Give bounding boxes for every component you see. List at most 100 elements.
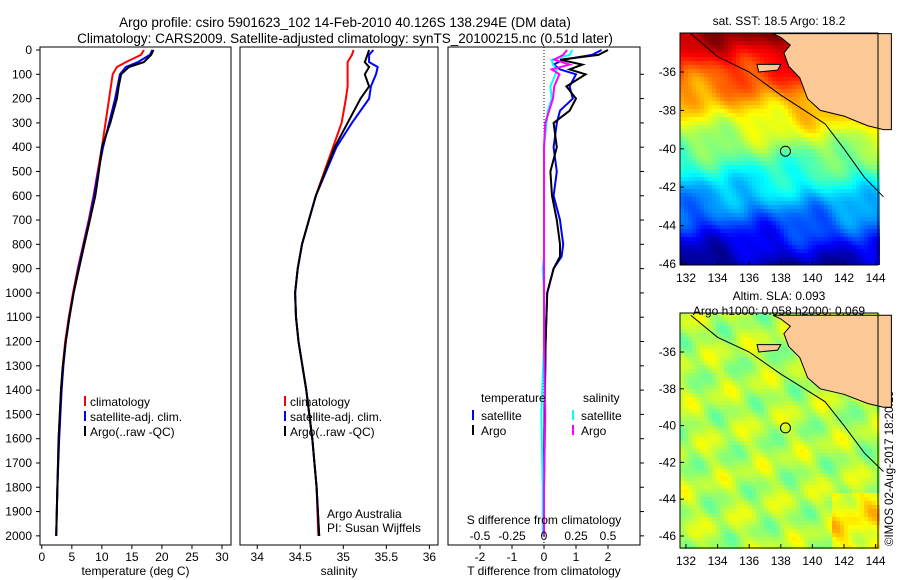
map-cell <box>744 341 748 345</box>
legend-swatch <box>284 396 286 406</box>
map-cell <box>840 117 844 121</box>
map-cell <box>828 177 832 181</box>
map-cell <box>868 193 872 197</box>
map-cell <box>728 165 732 169</box>
map-cell <box>768 97 772 101</box>
map-cell <box>696 381 700 385</box>
map-cell <box>776 537 780 541</box>
map-cell <box>776 45 780 49</box>
map-cell <box>712 153 716 157</box>
map-cell <box>764 89 768 93</box>
map-cell <box>732 237 736 241</box>
map-cell <box>832 253 836 257</box>
map-cell <box>740 493 744 497</box>
map-cell <box>752 93 756 97</box>
map-cell <box>808 129 812 133</box>
map-cell <box>724 345 728 349</box>
map-cell <box>764 525 768 529</box>
y-tick-label: 1900 <box>5 505 32 519</box>
map-cell <box>728 317 732 321</box>
map-cell <box>804 445 808 449</box>
map-cell <box>776 141 780 145</box>
map-cell <box>776 201 780 205</box>
map-cell <box>800 177 804 181</box>
y-tick-label: 200 <box>12 92 32 106</box>
map-cell <box>792 417 796 421</box>
map-cell <box>704 377 708 381</box>
map-cell <box>812 249 816 253</box>
map-cell <box>848 161 852 165</box>
map-cell <box>788 113 792 117</box>
map-cell <box>796 409 800 413</box>
map-cell <box>692 233 696 237</box>
map-cell <box>816 181 820 185</box>
map-cell <box>800 169 804 173</box>
map-cell <box>864 129 868 133</box>
map-cell <box>684 425 688 429</box>
map-cell <box>756 485 760 489</box>
map-cell <box>824 217 828 221</box>
map-cell <box>808 237 812 241</box>
map-cell <box>732 65 736 69</box>
map-cell <box>680 341 684 345</box>
map-y-tick-label: -42 <box>659 180 677 194</box>
map-cell <box>724 77 728 81</box>
map-cell <box>724 85 728 89</box>
map-cell <box>800 473 804 477</box>
map-cell <box>704 157 708 161</box>
map-cell <box>772 185 776 189</box>
map-cell <box>768 217 772 221</box>
map-cell <box>716 497 720 501</box>
map-cell <box>692 389 696 393</box>
map-cell <box>764 157 768 161</box>
map-cell <box>784 517 788 521</box>
sst-map: 132 134 136 138 140 142 144-36-38-40-42-44-46s… <box>659 14 892 285</box>
map-cell <box>688 381 692 385</box>
map-cell <box>772 469 776 473</box>
map-cell <box>860 201 864 205</box>
map-cell <box>736 321 740 325</box>
s-tick-label: -0.25 <box>498 529 526 543</box>
map-cell <box>696 345 700 349</box>
map-cell <box>732 433 736 437</box>
map-cell <box>708 157 712 161</box>
map-cell <box>704 537 708 541</box>
map-y-tick-label: -40 <box>659 142 677 156</box>
map-cell <box>784 521 788 525</box>
map-cell <box>688 69 692 73</box>
map-cell <box>728 45 732 49</box>
map-cell <box>768 33 772 37</box>
map-cell <box>728 89 732 93</box>
map-cell <box>872 129 876 133</box>
map-cell <box>684 133 688 137</box>
map-cell <box>720 193 724 197</box>
map-cell <box>764 249 768 253</box>
map-cell <box>728 401 732 405</box>
map-cell <box>740 445 744 449</box>
map-cell <box>704 473 708 477</box>
map-cell <box>792 173 796 177</box>
map-cell <box>772 241 776 245</box>
map-cell <box>756 153 760 157</box>
map-cell <box>744 77 748 81</box>
map-cell <box>712 213 716 217</box>
map-cell <box>784 229 788 233</box>
map-cell <box>800 161 804 165</box>
map-cell <box>824 133 828 137</box>
map-cell <box>832 149 836 153</box>
map-cell <box>804 425 808 429</box>
map-cell <box>784 325 788 329</box>
map-cell <box>736 353 740 357</box>
map-cell <box>812 221 816 225</box>
map-cell <box>788 413 792 417</box>
map-cell <box>748 361 752 365</box>
map-cell <box>744 377 748 381</box>
map-cell <box>768 145 772 149</box>
map-cell <box>700 421 704 425</box>
map-cell <box>856 121 860 125</box>
map-cell <box>796 125 800 129</box>
map-cell <box>688 165 692 169</box>
map-cell <box>808 257 812 261</box>
map-cell <box>732 81 736 85</box>
map-cell <box>752 493 756 497</box>
